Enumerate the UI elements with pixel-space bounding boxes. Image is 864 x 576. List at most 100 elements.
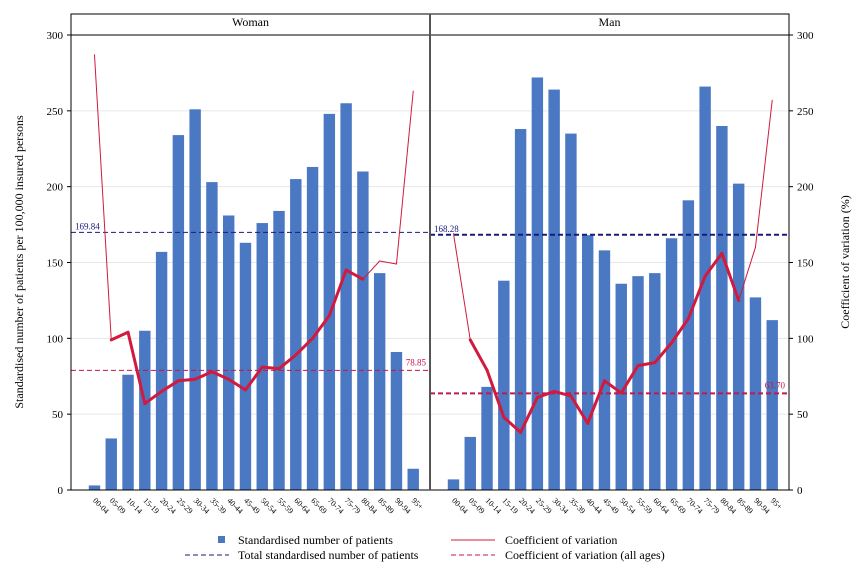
y-tick-label: 100 (47, 333, 64, 345)
bar-woman (189, 109, 201, 491)
tick-label-man: 60-64 (651, 496, 671, 516)
cv-segment-man (468, 338, 489, 372)
tick-label-man: 40-44 (584, 496, 604, 516)
tick-label-man: 35-39 (568, 496, 588, 516)
bar-man (464, 436, 476, 490)
cv-segment-woman (93, 54, 112, 341)
y-tick-label: 150 (47, 258, 64, 270)
cv-segment-woman (260, 365, 281, 371)
cv-segment-woman (362, 260, 381, 280)
bar-man (615, 283, 627, 490)
cv-segment-man (738, 246, 756, 301)
y2-tick-label: 0 (797, 485, 803, 497)
cv-segment-woman (379, 260, 397, 265)
cv-segment-woman (311, 314, 331, 340)
tick-label-man: 65-69 (668, 496, 688, 516)
y2-tick-label: 150 (797, 258, 814, 270)
cv-segment-man (519, 395, 539, 434)
cv-segment-woman (327, 268, 348, 318)
cv-segment-man (502, 415, 523, 434)
bar-woman (373, 273, 386, 490)
bar-woman (256, 223, 268, 491)
cv-segment-woman (243, 365, 264, 392)
cv-segment-woman (294, 336, 315, 357)
cv-segment-woman (109, 330, 130, 342)
total-label-man: 168.28 (434, 224, 459, 234)
reference-lines (71, 231, 789, 395)
bar-man (699, 86, 711, 491)
bar-woman (155, 251, 168, 490)
bar-man (766, 320, 778, 490)
cv-segment-man (653, 341, 674, 365)
bar-woman (306, 166, 319, 490)
panel-title-woman: Woman (232, 15, 269, 29)
tick-label-man: 25-29 (534, 496, 554, 516)
cv-segment-woman (193, 370, 214, 381)
tick-label-man: 70-74 (685, 496, 705, 516)
y2-tick-label: 200 (797, 182, 814, 194)
cv-segment-man (754, 99, 773, 248)
bar-man (581, 235, 594, 490)
bar-woman (340, 103, 352, 490)
bar-woman (105, 438, 117, 490)
bar-man (548, 89, 560, 490)
bar-woman (172, 135, 185, 490)
cv-segment-woman (210, 370, 231, 381)
y2-tick-label: 50 (797, 409, 809, 421)
tick-label-woman: 00-04 (91, 496, 111, 516)
tick-label-woman: 70-74 (326, 496, 346, 516)
bar-man (498, 280, 510, 490)
tick-label-woman: 85-89 (376, 496, 396, 516)
cv-segment-woman (160, 379, 180, 393)
bar-man (682, 200, 695, 491)
bar-man (447, 479, 460, 490)
tick-label-woman: 25-29 (175, 496, 195, 516)
cv-segment-man (586, 379, 606, 425)
tick-label-man: 85-89 (735, 496, 755, 516)
bar-woman (239, 242, 252, 490)
tick-label-woman: 90-94 (393, 496, 413, 516)
bar-man (749, 297, 762, 490)
cv-segment-man (452, 233, 471, 341)
cv-segment-woman (176, 377, 197, 383)
legend-bar-swatch (218, 536, 225, 543)
tick-label-man: 10-14 (484, 496, 504, 516)
y-tick-label: 300 (47, 30, 64, 42)
bar-woman (88, 485, 101, 490)
tick-label-man: 20-24 (517, 496, 537, 516)
tick-label-woman: 30-34 (192, 496, 212, 516)
tick-label-woman: 50-54 (259, 496, 279, 516)
bar-man (732, 183, 745, 490)
y2-axis-label: Coefficient of variation (%) (838, 195, 852, 328)
cv-segment-man (686, 274, 707, 321)
y-tick-label: 250 (47, 106, 64, 118)
y-axis-label: Standardised number of patients per 100,… (12, 115, 26, 409)
bar-woman (357, 171, 369, 490)
bar-man (649, 273, 661, 490)
tick-label-man: 30-34 (551, 496, 571, 516)
cv-segment-man (619, 364, 640, 395)
legend-cv-all-label: Coefficient of variation (all ages) (505, 548, 665, 562)
y2-tick-label: 100 (797, 333, 814, 345)
tick-label-woman: 35-39 (209, 496, 229, 516)
tick-label-woman: 55-59 (276, 496, 296, 516)
bar-man (598, 250, 611, 490)
total-label-woman: 169.84 (75, 221, 100, 231)
legend: Standardised number of patients Coefficie… (185, 533, 665, 562)
tick-label-woman: 60-64 (292, 496, 312, 516)
bar-woman (323, 113, 336, 490)
bar-woman (290, 179, 302, 491)
y2-tick-label: 250 (797, 106, 814, 118)
tick-label-woman: 05-09 (108, 496, 128, 516)
tick-label-woman: 10-14 (125, 496, 145, 516)
y2-tick-label: 300 (797, 30, 814, 42)
y-tick-label: 200 (47, 182, 64, 194)
y-tick-label: 0 (58, 485, 64, 497)
bar-woman (122, 374, 134, 490)
cv-segment-man (535, 389, 556, 399)
cv-segment-man (703, 251, 724, 278)
cv-segment-woman (277, 353, 298, 371)
y-tick-label: 50 (52, 409, 64, 421)
cv-segment-man (485, 368, 506, 419)
